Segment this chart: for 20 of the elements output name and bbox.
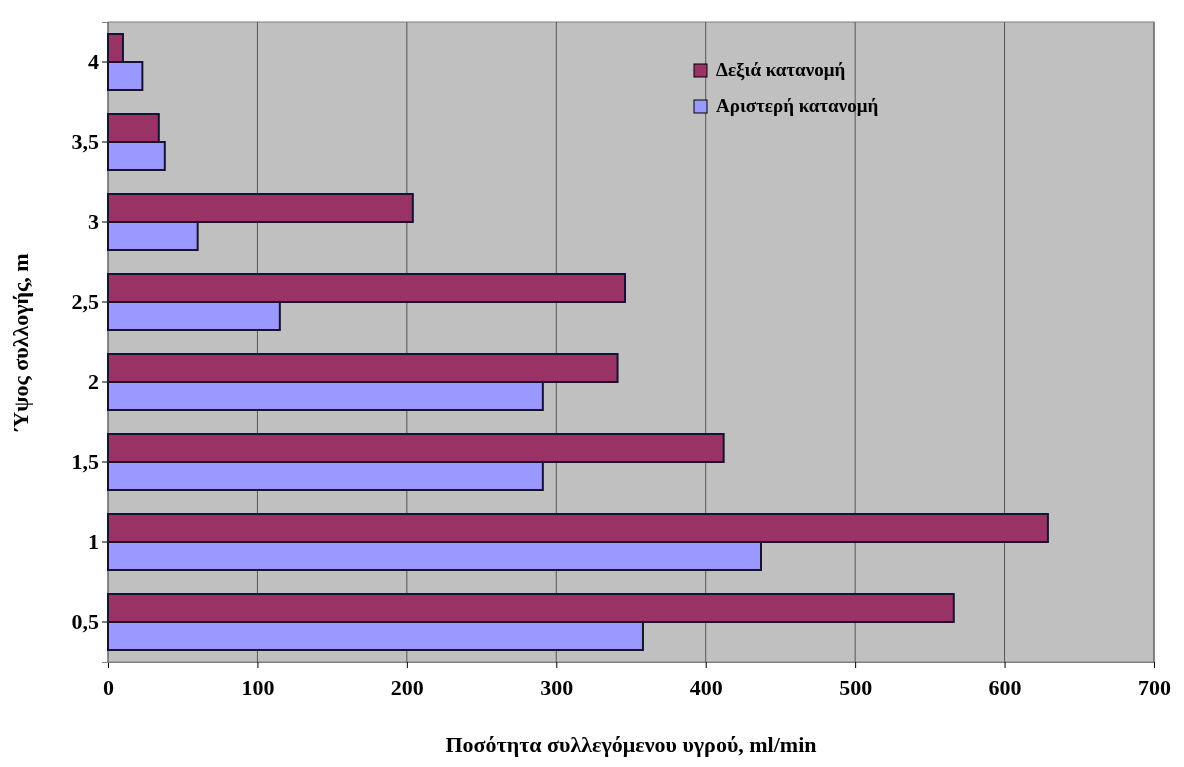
y-tick-label: 3 [88,209,99,235]
legend-label: Αριστερή κατανομή [716,95,879,116]
y-tick-label: 3,5 [71,129,99,155]
x-axis-title: Ποσότητα συλλεγόμενου υγρού, ml/min [445,732,817,757]
x-tick-label: 200 [390,675,424,701]
x-tick-label: 600 [988,675,1022,701]
x-tick-label: 300 [540,675,574,701]
x-tick-label: 700 [1138,675,1171,701]
y-axis-title: Ύψος συλλογής, m [8,253,33,432]
x-tick-label: 400 [689,675,723,701]
legend-label: Δεξιά κατανομή [716,59,846,81]
x-tick-label: 500 [839,675,873,701]
x-tick-label: 100 [241,675,275,701]
x-tick-label: 0 [103,675,114,701]
y-tick-label: 0,5 [71,609,99,635]
y-tick-label: 1 [88,529,99,555]
y-tick-label: 2 [88,369,99,395]
y-tick-label: 4 [88,49,99,75]
y-tick-label: 2,5 [71,289,99,315]
y-tick-label: 1,5 [71,449,99,475]
